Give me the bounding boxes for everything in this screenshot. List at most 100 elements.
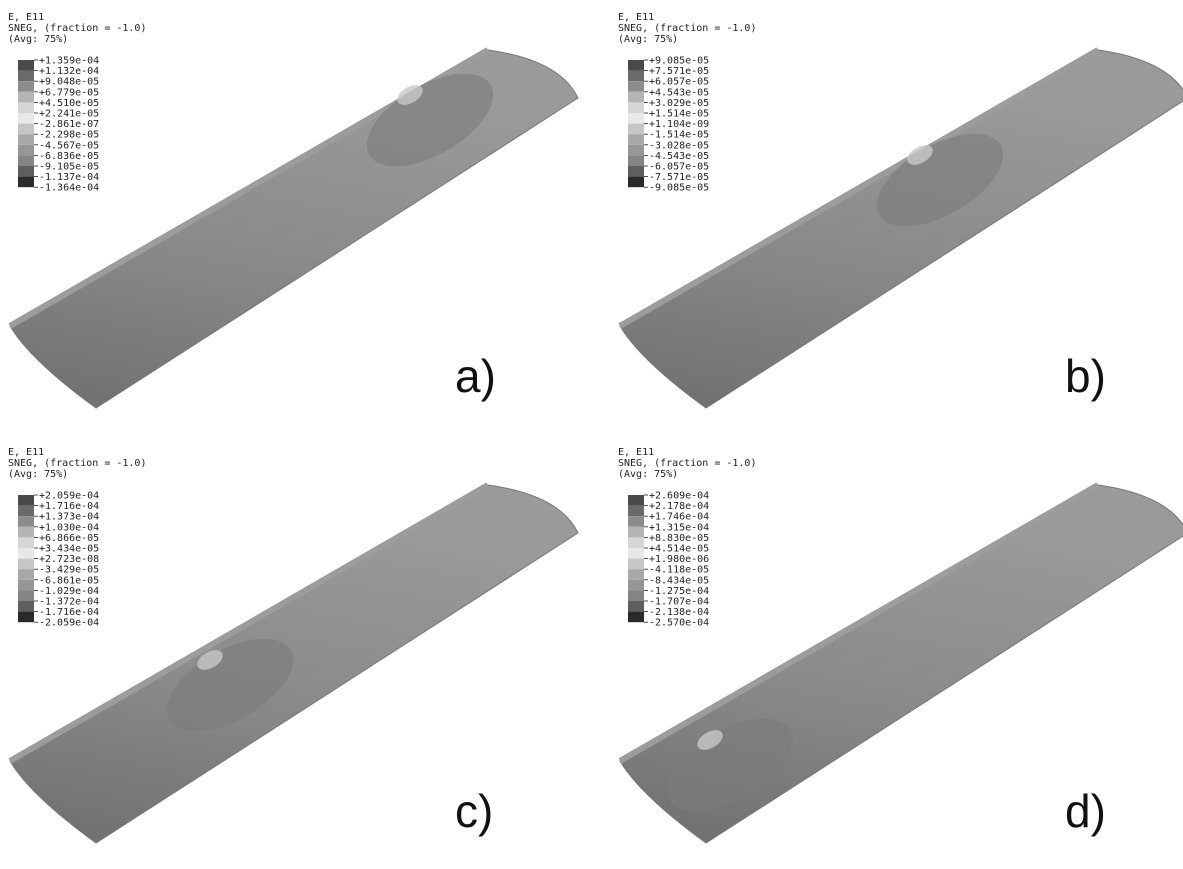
legend-title: (Avg: 75%) [618, 34, 678, 45]
legend-band [18, 601, 34, 612]
legend-label: -2.138e-04 [649, 607, 709, 618]
legend-label: +1.373e-04 [39, 512, 99, 523]
legend-label: -2.570e-04 [649, 618, 709, 629]
legend-label: -9.085e-05 [649, 183, 709, 194]
legend-band [628, 526, 644, 538]
legend-band [18, 176, 34, 188]
strain-hotspot [197, 650, 223, 670]
legend-label: -2.298e-05 [39, 130, 99, 141]
legend-band [18, 495, 34, 506]
legend-band [628, 569, 644, 580]
legend-band [18, 60, 34, 71]
legend-band [18, 516, 34, 527]
legend-label: +3.434e-05 [39, 544, 99, 555]
legend-label: -2.059e-04 [39, 618, 99, 629]
legend-band [628, 60, 644, 71]
legend-label: -3.429e-05 [39, 565, 99, 576]
strain-region [876, 133, 1004, 227]
legend-band [628, 176, 644, 188]
legend-label: -1.372e-04 [39, 597, 99, 608]
legend-label: +4.543e-05 [649, 87, 709, 98]
legend-band [18, 558, 34, 570]
legend-label: -8.434e-05 [649, 575, 709, 586]
legend-label: -1.716e-04 [39, 607, 99, 618]
legend-label: +2.241e-05 [39, 109, 99, 120]
legend-band [628, 81, 644, 92]
panel-label: a) [455, 350, 496, 402]
legend-band [628, 495, 644, 506]
legend-label: -9.105e-05 [39, 162, 99, 173]
strain-region [366, 73, 494, 167]
legend-label: +1.359e-04 [39, 56, 99, 67]
legend-band [18, 144, 34, 156]
legend-label: +9.085e-05 [649, 56, 709, 67]
legend-label: +1.746e-04 [649, 512, 709, 523]
legend-label: +4.514e-05 [649, 544, 709, 555]
legend-title: (Avg: 75%) [618, 469, 678, 480]
legend-band [628, 516, 644, 527]
legend-band [628, 134, 644, 145]
legend-label: -6.836e-05 [39, 151, 99, 162]
legend-band [628, 601, 644, 612]
wing [9, 484, 579, 844]
legend-band [18, 505, 34, 517]
legend-title: SNEG, (fraction = -1.0) [8, 23, 146, 34]
legend-label: -4.567e-05 [39, 140, 99, 151]
legend-band [18, 70, 34, 82]
wing [619, 49, 1183, 409]
legend-label: +6.779e-05 [39, 87, 99, 98]
legend-label: +2.609e-04 [649, 491, 709, 502]
legend-label: +4.510e-05 [39, 98, 99, 109]
legend-title: (Avg: 75%) [8, 469, 68, 480]
legend-label: -6.057e-05 [649, 162, 709, 173]
legend-band [628, 505, 644, 517]
legend-title: SNEG, (fraction = -1.0) [618, 23, 756, 34]
legend-title: E, E11 [618, 12, 654, 23]
legend-band [628, 548, 644, 559]
strain-hotspot [397, 85, 423, 105]
legend-band [18, 526, 34, 538]
legend-label: +6.057e-05 [649, 77, 709, 88]
legend-band [18, 548, 34, 559]
legend-label: -1.364e-04 [39, 183, 99, 194]
wing-leading-edge [618, 482, 1100, 764]
wing-leading-edge [8, 482, 490, 764]
legend-label: -4.118e-05 [649, 565, 709, 576]
legend-band [18, 134, 34, 145]
legend-band [628, 155, 644, 166]
legend-title: SNEG, (fraction = -1.0) [618, 458, 756, 469]
legend-band [18, 102, 34, 113]
legend-band [628, 166, 644, 177]
legend-label: +1.030e-04 [39, 522, 99, 533]
legend-band [18, 113, 34, 124]
legend-label: +2.723e-08 [39, 554, 99, 565]
legend-label: +1.980e-06 [649, 554, 709, 565]
legend-label: -1.707e-04 [649, 597, 709, 608]
legend-band [18, 166, 34, 177]
legend-band [628, 144, 644, 156]
legend-band [18, 537, 34, 548]
legend-band [628, 113, 644, 124]
legend-label: +2.059e-04 [39, 491, 99, 502]
strain-hotspot [697, 730, 723, 750]
legend-band [18, 81, 34, 92]
legend-band [628, 537, 644, 548]
legend-label: +1.514e-05 [649, 109, 709, 120]
legend-band [628, 611, 644, 623]
legend-label: +8.830e-05 [649, 533, 709, 544]
legend-band [18, 91, 34, 103]
strain-hotspot [907, 145, 933, 165]
legend-band [628, 91, 644, 103]
legend-label: +6.866e-05 [39, 533, 99, 544]
legend-band [18, 579, 34, 591]
legend-label: -1.029e-04 [39, 586, 99, 597]
legend-title: SNEG, (fraction = -1.0) [8, 458, 146, 469]
legend-band [18, 590, 34, 601]
legend-label: -4.543e-05 [649, 151, 709, 162]
legend-label: -1.514e-05 [649, 130, 709, 141]
legend-label: -1.137e-04 [39, 172, 99, 183]
legend-band [18, 611, 34, 623]
